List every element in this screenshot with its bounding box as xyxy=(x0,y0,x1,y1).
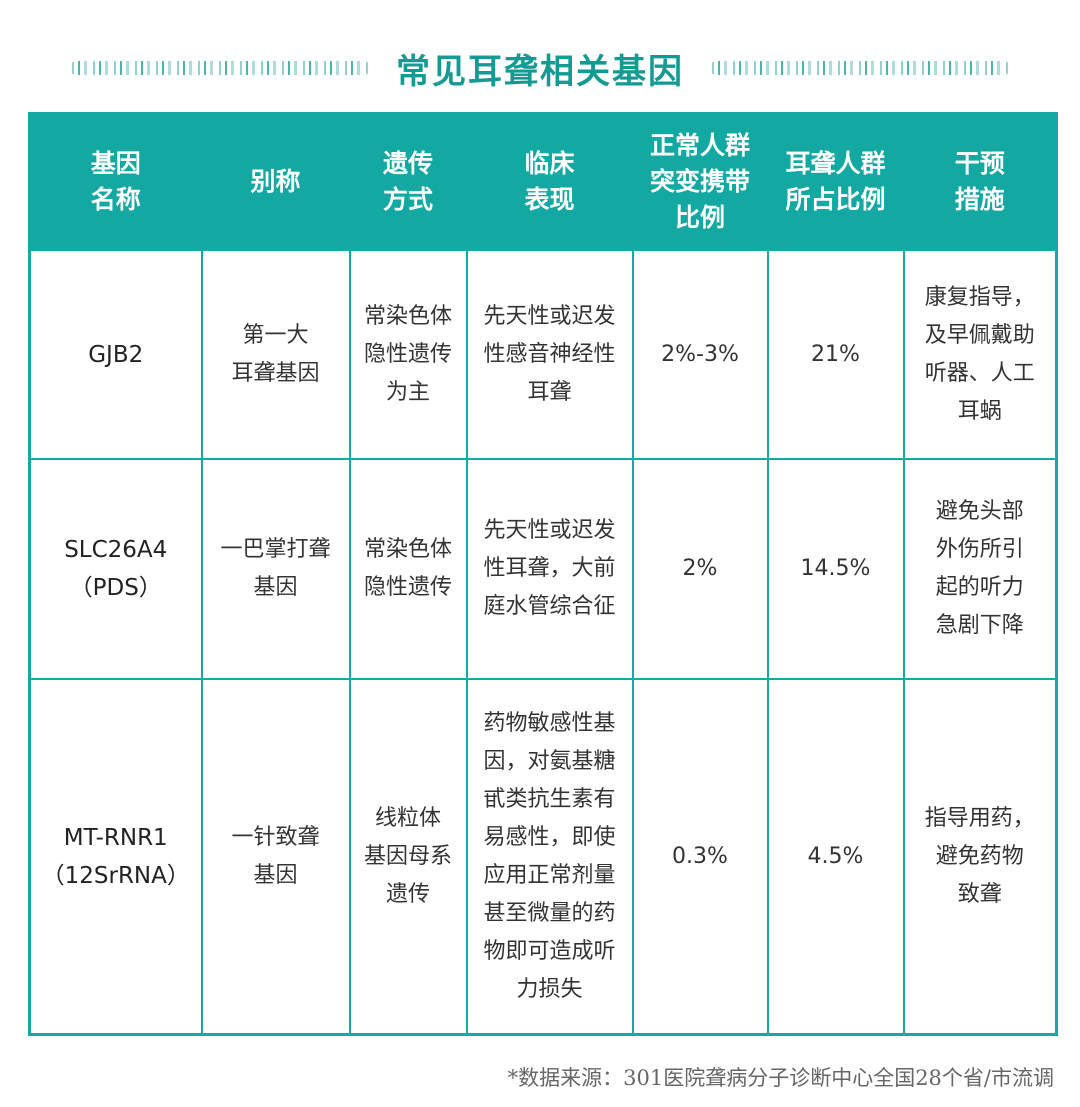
cell-deaf-ratio: 21% xyxy=(766,249,905,460)
cell-gene: MT-RNR1 （12SrRNA） xyxy=(28,678,203,1036)
cell-inheritance: 常染色体 隐性遗传 xyxy=(348,458,468,680)
cell-alias: 一巴掌打聋 基因 xyxy=(200,458,351,680)
cell-carrier: 0.3% xyxy=(631,678,769,1036)
header-intervention: 干预 措施 xyxy=(902,113,1057,250)
cell-intervention: 康复指导， 及早佩戴助 听器、人工 耳蜗 xyxy=(902,249,1058,460)
cell-inheritance: 常染色体 隐性遗传 为主 xyxy=(348,249,468,460)
cell-carrier: 2% xyxy=(631,458,769,680)
cell-deaf-ratio: 4.5% xyxy=(766,678,905,1036)
footnote: *数据来源：301医院聋病分子诊断中心全国28个省/市流调 xyxy=(507,1066,1054,1090)
header-deaf-ratio: 耳聋人群 所占比例 xyxy=(766,113,904,250)
header-carrier: 正常人群 突变携带 比例 xyxy=(631,113,768,250)
cell-alias: 一针致聋 基因 xyxy=(200,678,351,1036)
gene-table: 基因 名称 别称 遗传 方式 临床 表现 正常人群 突变携带 比例 耳聋人群 所… xyxy=(28,112,1058,1036)
left-ornament-icon xyxy=(70,61,370,75)
cell-deaf-ratio: 14.5% xyxy=(766,458,905,680)
page-title: 常见耳聋相关基因 xyxy=(396,51,684,92)
cell-intervention: 指导用药， 避免药物 致聋 xyxy=(902,678,1058,1036)
cell-inheritance: 线粒体 基因母系 遗传 xyxy=(348,678,468,1036)
table-row: GJB2 第一大 耳聋基因 常染色体 隐性遗传 为主 先天性或迟发 性感音神经性… xyxy=(28,249,1058,460)
cell-carrier: 2%-3% xyxy=(631,249,769,460)
table-row: MT-RNR1 （12SrRNA） 一针致聋 基因 线粒体 基因母系 遗传 药物… xyxy=(28,678,1058,1036)
right-ornament-icon xyxy=(710,61,1010,75)
header-alias: 别称 xyxy=(200,113,350,250)
cell-clinical: 先天性或迟发 性耳聋，大前 庭水管综合征 xyxy=(465,458,634,680)
header-inheritance: 遗传 方式 xyxy=(348,113,467,250)
cell-clinical: 先天性或迟发 性感音神经性 耳聋 xyxy=(465,249,634,460)
header-gene: 基因 名称 xyxy=(28,113,202,250)
cell-gene: SLC26A4 （PDS） xyxy=(28,458,203,680)
cell-alias: 第一大 耳聋基因 xyxy=(200,249,351,460)
title-row: 常见耳聋相关基因 xyxy=(0,38,1080,98)
header-clinical: 临床 表现 xyxy=(465,113,633,250)
header-row: 基因 名称 别称 遗传 方式 临床 表现 正常人群 突变携带 比例 耳聋人群 所… xyxy=(28,113,1057,250)
cell-gene: GJB2 xyxy=(28,249,203,460)
cell-intervention: 避免头部 外伤所引 起的听力 急剧下降 xyxy=(902,458,1058,680)
table-row: SLC26A4 （PDS） 一巴掌打聋 基因 常染色体 隐性遗传 先天性或迟发 … xyxy=(28,458,1058,680)
cell-clinical: 药物敏感性基 因，对氨基糖 甙类抗生素有 易感性，即使 应用正常剂量 甚至微量的… xyxy=(465,678,634,1036)
